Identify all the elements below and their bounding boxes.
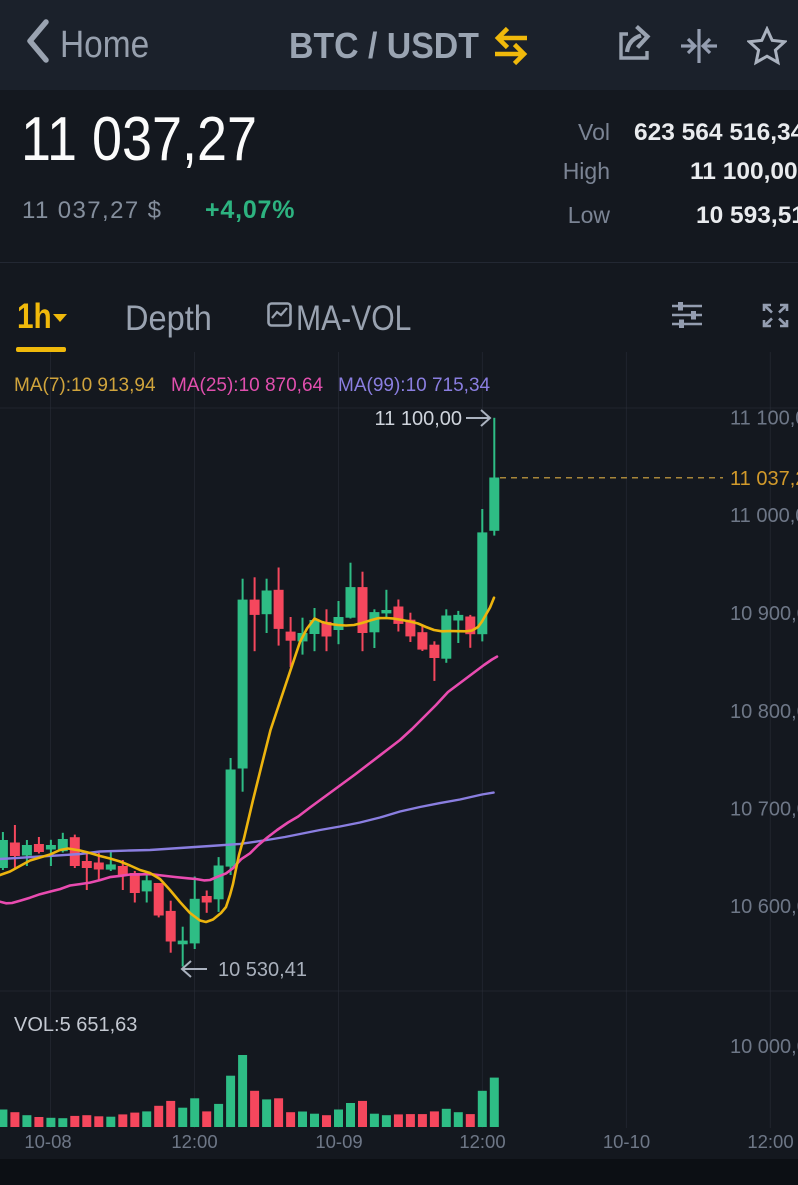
- svg-text:10-10: 10-10: [603, 1131, 650, 1152]
- svg-text:10-09: 10-09: [315, 1131, 362, 1152]
- svg-text:11 000,00: 11 000,00: [730, 505, 798, 527]
- svg-text:VOL:5 651,63: VOL:5 651,63: [14, 1014, 137, 1036]
- svg-text:MA(7):10 913,94: MA(7):10 913,94: [14, 375, 156, 396]
- svg-text:10 530,41: 10 530,41: [218, 959, 307, 981]
- svg-text:11 100,00: 11 100,00: [730, 408, 798, 430]
- svg-text:MA(25):10 870,64: MA(25):10 870,64: [171, 375, 324, 396]
- svg-text:10-08: 10-08: [24, 1131, 71, 1152]
- svg-text:11 100,00: 11 100,00: [375, 408, 463, 430]
- svg-text:11 037,27: 11 037,27: [730, 468, 798, 490]
- svg-text:MA(99):10 715,34: MA(99):10 715,34: [338, 375, 491, 396]
- svg-text:12:00: 12:00: [747, 1131, 793, 1152]
- svg-text:10 700,00: 10 700,00: [730, 799, 798, 821]
- svg-text:12:00: 12:00: [171, 1131, 217, 1152]
- svg-text:10 800,00: 10 800,00: [730, 701, 798, 723]
- svg-text:10 600,00: 10 600,00: [730, 896, 798, 918]
- svg-text:10 000,00: 10 000,00: [730, 1036, 798, 1058]
- svg-text:10 900,00: 10 900,00: [730, 603, 798, 625]
- svg-text:12:00: 12:00: [459, 1131, 505, 1152]
